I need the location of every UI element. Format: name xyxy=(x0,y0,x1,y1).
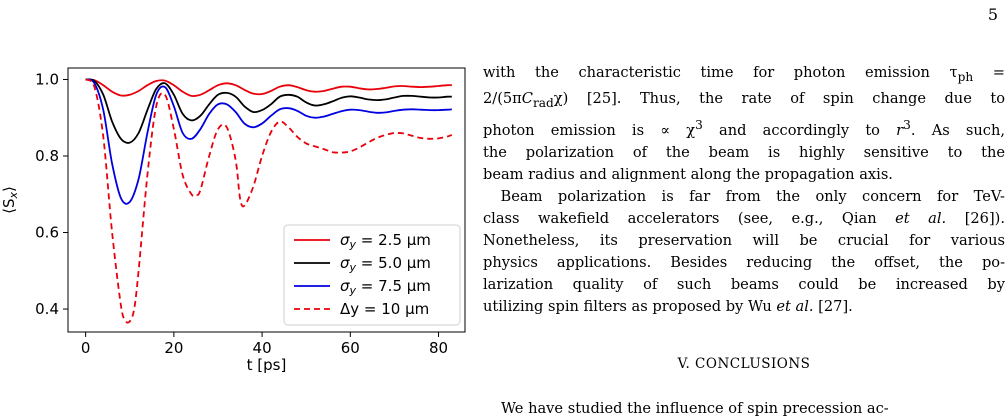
text-line: the polarization of the beam is highly s… xyxy=(483,143,1005,161)
text-line: class wakefield accelerators (see, e.g.,… xyxy=(483,209,1005,227)
paragraph-2: Beam polarization is far from the only c… xyxy=(483,186,1005,318)
page-number: 5 xyxy=(987,5,998,24)
plot-frame xyxy=(67,67,466,333)
x-tick-label: 60 xyxy=(341,339,360,357)
legend: σy = 2.5 μm σy = 5.0 μm σy = 7.5 μm Δy = 10… xyxy=(283,224,461,326)
text-line: photon emission is ∝ χ3 and accordingly … xyxy=(483,117,1005,139)
series-line-4 xyxy=(85,78,453,324)
text-line: larization quality of such beams could b… xyxy=(483,275,1005,293)
text-line: beam radius and alignment along the prop… xyxy=(483,165,893,183)
x-tick-label: 20 xyxy=(164,339,183,357)
conclusion-first-line: We have studied the influence of spin pr… xyxy=(501,400,889,417)
plot-area xyxy=(85,78,453,324)
x-tick-label: 0 xyxy=(81,339,91,357)
y-tick-label: 0.8 xyxy=(35,147,59,165)
text-line: physics applications. Besides reducing t… xyxy=(483,253,1005,271)
y-tick-label: 1.0 xyxy=(35,70,59,88)
legend-label: Δy = 10 μm xyxy=(340,300,429,318)
axes: 0 20 40 60 80 0.4 0.6 0.8 1.0 t [ps] ⟨Sx⟩ xyxy=(0,67,466,374)
text-line: with the characteristic time for photon … xyxy=(483,64,1005,84)
x-tick-label: 80 xyxy=(429,339,448,357)
spin-polarization-figure: 0 20 40 60 80 0.4 0.6 0.8 1.0 t [ps] ⟨Sx⟩ σy = 2.5… xyxy=(0,67,466,374)
text-line: Nonetheless, its preservation will be cr… xyxy=(483,231,1005,249)
series-line-2 xyxy=(85,78,452,144)
text-line: utilizing spin filters as proposed by Wu… xyxy=(483,297,853,315)
x-axis-label: t [ps] xyxy=(247,356,287,374)
series-line-1 xyxy=(85,78,452,97)
section-heading: V. CONCLUSIONS xyxy=(677,356,811,372)
y-axis-label: ⟨Sx⟩ xyxy=(0,186,20,214)
legend-label: σy = 5.0 μm xyxy=(340,254,431,274)
text-line: 2/(5πCradχ) [25]. Thus, the rate of spin… xyxy=(483,89,1005,110)
legend-label: σy = 2.5 μm xyxy=(340,231,431,251)
y-tick-label: 0.4 xyxy=(35,300,59,318)
y-tick-label: 0.6 xyxy=(35,224,59,242)
legend-label: σy = 7.5 μm xyxy=(340,277,431,297)
body-text-column: with the characteristic time for photon … xyxy=(483,62,1005,318)
text-line: Beam polarization is far from the only c… xyxy=(500,187,1005,205)
x-tick-label: 40 xyxy=(253,339,272,357)
legend-box xyxy=(283,224,461,326)
paragraph-1: with the characteristic time for photon … xyxy=(483,62,1005,186)
series-line-3 xyxy=(85,78,452,205)
